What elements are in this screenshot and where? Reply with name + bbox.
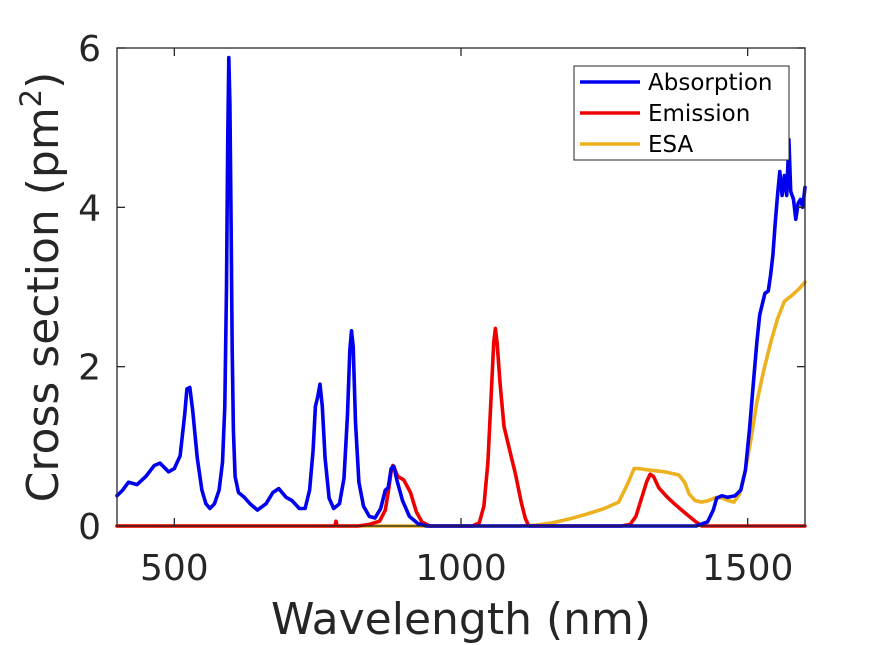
y-tick-label: 4	[78, 188, 101, 229]
legend-label-esa: ESA	[648, 132, 694, 158]
y-axis-title-superscript: 2	[14, 89, 48, 107]
series-layer	[115, 55, 807, 528]
ticks-layer: 500 1000 1500 0 2 4 6	[78, 29, 805, 589]
legend-label-emission: Emission	[648, 101, 750, 127]
legend-label-absorption: Absorption	[648, 70, 773, 96]
absorption-line	[115, 55, 807, 528]
y-axis-title-close: )	[18, 72, 69, 89]
x-tick-label: 1500	[702, 548, 794, 589]
esa-line	[115, 280, 807, 528]
y-tick-label: 6	[78, 29, 101, 70]
y-tick-label: 0	[78, 507, 101, 548]
y-axis-title-main: Cross section (pm	[18, 107, 69, 502]
x-tick-label: 500	[140, 548, 209, 589]
x-axis-title: Wavelength (nm)	[271, 594, 651, 645]
emission-line	[115, 326, 807, 528]
x-tick-label: 1000	[415, 548, 507, 589]
y-tick-label: 2	[78, 348, 101, 389]
legend: Absorption Emission ESA	[573, 65, 790, 161]
y-axis-title: Cross section (pm2)	[14, 72, 69, 503]
